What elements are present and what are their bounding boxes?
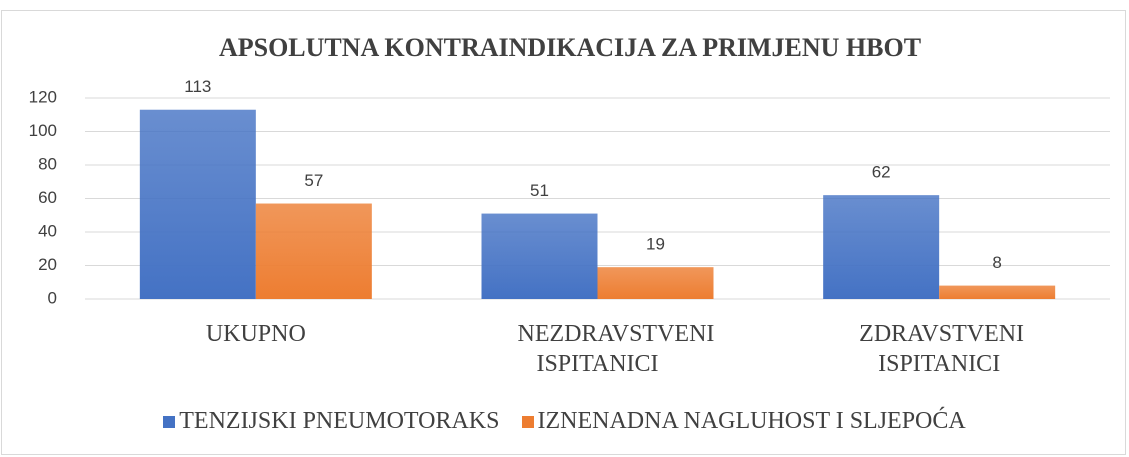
y-tick-label: 60 bbox=[38, 188, 57, 207]
data-label: 19 bbox=[646, 235, 665, 254]
legend-label: IZNENADNA NAGLUHOST I SLJEPOĆA bbox=[537, 408, 966, 434]
data-label: 8 bbox=[992, 253, 1001, 272]
bar bbox=[139, 109, 256, 299]
x-tick-label: ZDRAVSTVENI ISPITANICI bbox=[859, 321, 1025, 377]
x-tick-label: UKUPNO bbox=[205, 321, 306, 347]
y-tick-label: 20 bbox=[38, 255, 57, 274]
bar bbox=[823, 195, 940, 299]
legend-swatch bbox=[163, 415, 176, 428]
data-label: 57 bbox=[304, 171, 323, 190]
y-tick-label: 40 bbox=[38, 221, 57, 240]
legend-item: IZNENADNA NAGLUHOST I SLJEPOĆA bbox=[521, 408, 966, 435]
x-tick-label: NEZDRAVSTVENI ISPITANICI bbox=[517, 321, 715, 377]
legend-label: TENZIJSKI PNEUMOTORAKS bbox=[179, 408, 500, 434]
y-tick-label: 120 bbox=[29, 87, 57, 106]
bar bbox=[597, 267, 714, 299]
legend-swatch bbox=[521, 415, 534, 428]
y-tick-label: 100 bbox=[29, 121, 57, 140]
data-label: 113 bbox=[184, 77, 211, 96]
legend: TENZIJSKI PNEUMOTORAKS IZNENADNA NAGLUHOS… bbox=[0, 408, 1129, 435]
y-tick-label: 0 bbox=[48, 288, 57, 307]
bar bbox=[481, 213, 598, 299]
legend-item: TENZIJSKI PNEUMOTORAKS bbox=[163, 408, 500, 435]
y-tick-label: 80 bbox=[38, 154, 57, 173]
chart-title: APSOLUTNA KONTRAINDIKACIJA ZA PRIMJENU H… bbox=[219, 33, 921, 62]
chart-frame bbox=[1, 10, 1126, 455]
bar bbox=[255, 203, 372, 299]
data-label: 62 bbox=[872, 163, 891, 182]
bar bbox=[939, 285, 1056, 299]
data-label: 51 bbox=[530, 181, 549, 200]
